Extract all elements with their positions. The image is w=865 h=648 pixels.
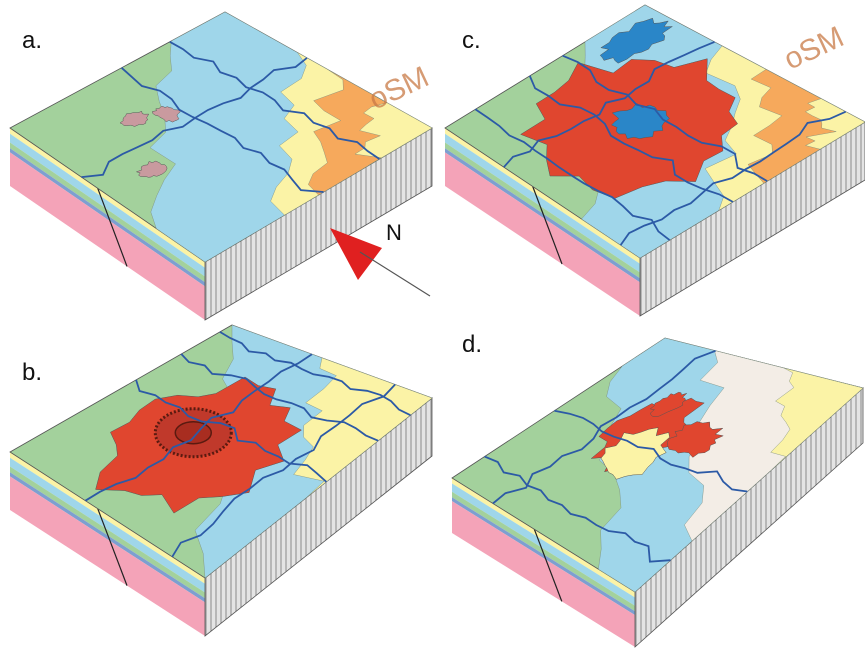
panel-label: c. xyxy=(462,27,481,54)
figure: a. oSM b. c. oSM d. N xyxy=(0,0,865,648)
block-diagram: b. xyxy=(10,325,432,636)
page: {"panels":[{"label":"a.","annotation":"o… xyxy=(0,0,865,648)
panel-label: d. xyxy=(462,331,482,358)
compass-label: N xyxy=(386,220,402,245)
unit-label: oSM xyxy=(779,20,849,76)
compass-line xyxy=(360,252,430,296)
compass-arrow xyxy=(330,228,382,280)
block-diagram: d. xyxy=(452,331,863,647)
crater-center xyxy=(175,422,211,444)
panel-label: a. xyxy=(22,27,42,54)
unit-label: oSM xyxy=(364,60,434,116)
panel-label: b. xyxy=(22,359,42,386)
block-diagram: c. oSM xyxy=(445,5,865,316)
block-diagram: a. oSM xyxy=(10,12,434,320)
